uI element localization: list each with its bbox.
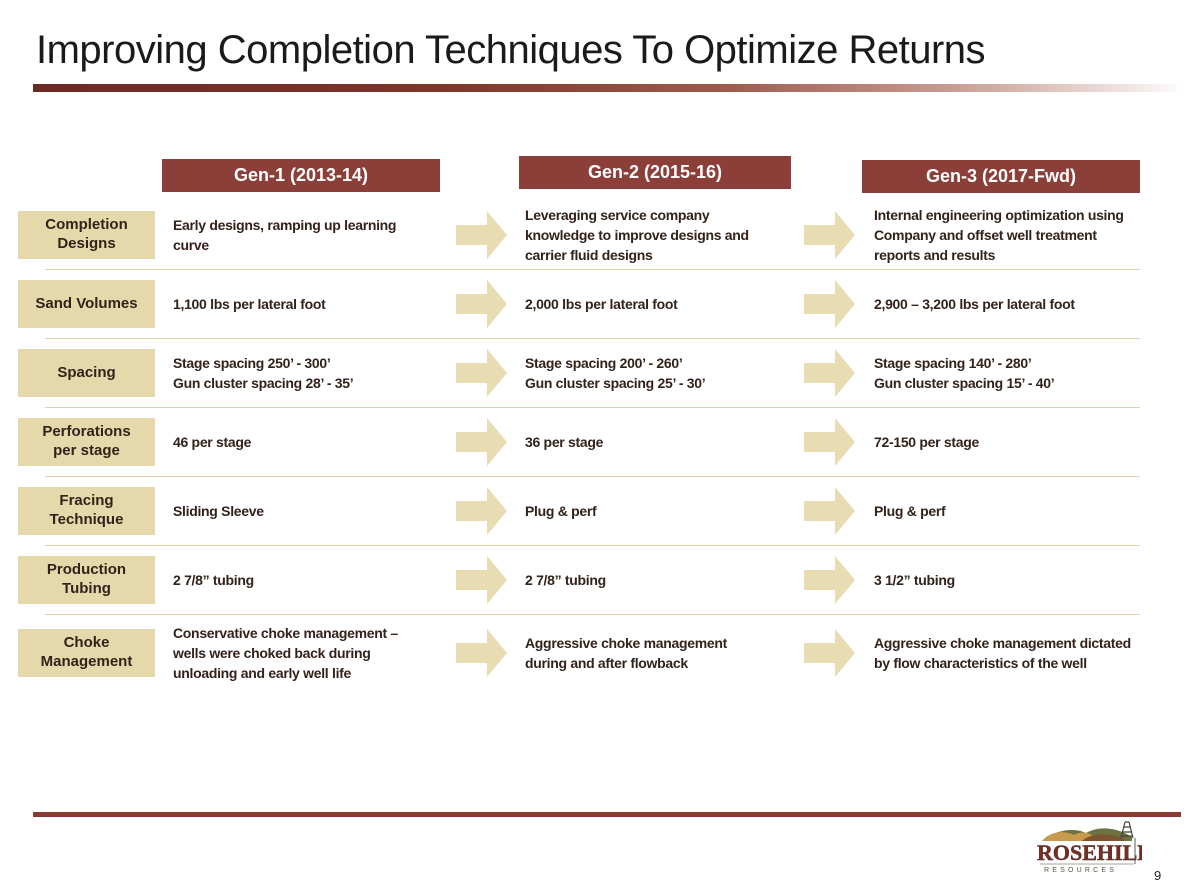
cell-gen2: Aggressive choke management during and a… [525, 634, 727, 671]
cell-gen3: 72-150 per stage [874, 433, 979, 450]
table-row: Production Tubing 2 7/8” tubing 2 7/8” t… [18, 546, 1148, 614]
logo-wordmark: ROSEHILL [1037, 840, 1142, 865]
row-divider [45, 407, 1140, 408]
arrow-right-icon [445, 210, 519, 260]
arrow-right-icon [791, 417, 868, 467]
cell-gen1: Sliding Sleeve [173, 502, 264, 519]
arrow-right-icon [791, 279, 868, 329]
table-row: Sand Volumes 1,100 lbs per lateral foot … [18, 270, 1148, 338]
arrow-right-icon [791, 210, 868, 260]
arrow-right-icon [445, 628, 519, 678]
arrow-right-icon [791, 348, 868, 398]
table-header-row: Gen-1 (2013-14) Gen-2 (2015-16) Gen-3 (2… [18, 155, 1148, 195]
cell-gen3: 2,900 – 3,200 lbs per lateral foot [874, 295, 1075, 312]
row-label-completion-designs: Completion Designs [18, 211, 155, 259]
page-number: 9 [1154, 868, 1162, 883]
cell-gen2: Stage spacing 200’ - 260’ Gun cluster sp… [525, 354, 706, 391]
cell-gen2: Plug & perf [525, 502, 597, 519]
arrow-right-icon [791, 555, 868, 605]
cell-gen3: Stage spacing 140’ - 280’ Gun cluster sp… [874, 354, 1055, 391]
arrow-right-icon [791, 628, 868, 678]
cell-gen3: Internal engineering optimization using … [874, 206, 1124, 264]
arrow-right-icon [445, 348, 519, 398]
arrow-right-icon [445, 555, 519, 605]
arrow-right-icon [445, 279, 519, 329]
row-label-spacing: Spacing [18, 349, 155, 397]
arrow-right-icon [445, 417, 519, 467]
arrow-right-icon [445, 486, 519, 536]
cell-gen2: Leveraging service company knowledge to … [525, 206, 749, 264]
row-label-production-tubing: Production Tubing [18, 556, 155, 604]
logo-landscape-icon [1042, 821, 1134, 841]
table-row: Choke Management Conservative choke mana… [18, 615, 1148, 691]
row-divider [45, 545, 1140, 546]
arrow-right-icon [791, 486, 868, 536]
row-label-sand-volumes: Sand Volumes [18, 280, 155, 328]
row-divider [45, 614, 1140, 615]
row-label-choke-management: Choke Management [18, 629, 155, 677]
logo-subtext: RESOURCES [1044, 867, 1117, 874]
cell-gen3: Aggressive choke management dictated by … [874, 634, 1131, 671]
row-label-perforations: Perforations per stage [18, 418, 155, 466]
cell-gen1: 46 per stage [173, 433, 252, 450]
rosehill-resources-logo: ROSEHILL RESOURCES [1037, 821, 1142, 874]
row-divider [45, 338, 1140, 339]
table-row: Completion Designs Early designs, rampin… [18, 201, 1148, 269]
table-row: Perforations per stage 46 per stage 36 p… [18, 408, 1148, 476]
column-header-gen3: Gen-3 (2017-Fwd) [862, 160, 1140, 193]
page-title: Improving Completion Techniques To Optim… [36, 28, 986, 72]
table-row: Spacing Stage spacing 250’ - 300’ Gun cl… [18, 339, 1148, 407]
cell-gen1: Conservative choke management – wells we… [173, 624, 398, 682]
cell-gen2: 36 per stage [525, 433, 604, 450]
footer-divider [33, 812, 1181, 817]
table-row: Fracing Technique Sliding Sleeve Plug & … [18, 477, 1148, 545]
column-header-gen2: Gen-2 (2015-16) [519, 156, 791, 189]
cell-gen3: Plug & perf [874, 502, 946, 519]
cell-gen1: Stage spacing 250’ - 300’ Gun cluster sp… [173, 354, 354, 391]
row-divider [45, 269, 1140, 270]
cell-gen2: 2,000 lbs per lateral foot [525, 295, 678, 312]
row-label-fracing-technique: Fracing Technique [18, 487, 155, 535]
cell-gen1: 2 7/8” tubing [173, 571, 254, 588]
column-header-gen1: Gen-1 (2013-14) [162, 159, 440, 192]
cell-gen3: 3 1/2” tubing [874, 571, 955, 588]
title-divider [33, 84, 1183, 92]
cell-gen2: 2 7/8” tubing [525, 571, 606, 588]
cell-gen1: 1,100 lbs per lateral foot [173, 295, 326, 312]
comparison-table: Gen-1 (2013-14) Gen-2 (2015-16) Gen-3 (2… [18, 155, 1148, 691]
row-divider [45, 476, 1140, 477]
cell-gen1: Early designs, ramping up learning curve [173, 216, 397, 253]
